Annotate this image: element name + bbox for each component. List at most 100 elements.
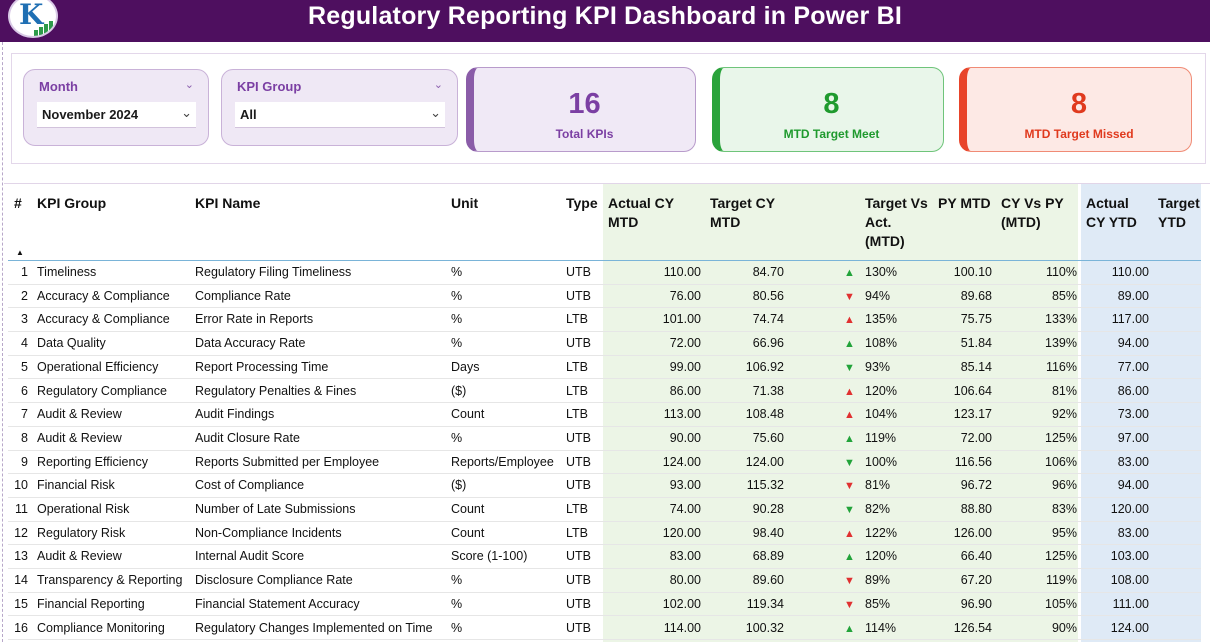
col-header-kpi-name[interactable]: KPI Name [195, 195, 261, 211]
row-divider [8, 520, 1201, 522]
dropdown-arrow-icon[interactable]: ⌄ [430, 105, 441, 120]
target-vs-act-cell: 100% [865, 454, 897, 469]
kpi-group-dropdown[interactable]: All ⌄ [235, 102, 445, 128]
table-row[interactable]: 13 Audit & Review Internal Audit Score Scor… [4, 545, 1204, 570]
month-dropdown[interactable]: November 2024 ⌄ [37, 102, 196, 128]
col-header-kpi-group[interactable]: KPI Group [37, 195, 107, 211]
kpi-group-cell: Timeliness [37, 265, 97, 279]
actual-cy-ytd-cell: 77.00 [1117, 359, 1149, 374]
target-cy-mtd-cell: 68.89 [752, 549, 784, 564]
table-row[interactable]: 16 Compliance Monitoring Regulatory Change… [4, 617, 1204, 641]
kpi-table[interactable]: # ▲ KPI Group KPI Name Unit Type Actual … [4, 183, 1210, 642]
actual-cy-ytd-cell: 110.00 [1111, 265, 1149, 279]
kpi-name-cell: Error Rate in Reports [195, 312, 314, 327]
table-row[interactable]: 3 Accuracy & Compliance Error Rate in Repo… [4, 308, 1204, 333]
kpi-group-cell: Regulatory Risk [37, 525, 126, 540]
cy-vs-py-cell: 106% [1045, 454, 1077, 469]
col-header-py-mtd[interactable]: PY MTD [938, 195, 991, 211]
arrow-down-icon: ▼ [844, 456, 855, 469]
chevron-down-icon[interactable]: ⌄ [184, 79, 194, 91]
target-cy-mtd-cell: 80.56 [752, 288, 784, 303]
row-divider [8, 449, 1201, 451]
arrow-up-icon: ▲ [844, 385, 855, 398]
arrow-up-icon: ▲ [844, 409, 855, 422]
col-header-target-ytd[interactable]: Target YTD [1158, 195, 1200, 230]
month-slicer[interactable]: Month ⌄ November 2024 ⌄ [23, 69, 209, 146]
kpi-group-cell: Audit & Review [37, 407, 122, 422]
table-row[interactable]: 6 Regulatory Compliance Regulatory Penalti… [4, 380, 1204, 404]
kpi-group-cell: Financial Risk [37, 478, 115, 493]
type-cell: UTB [566, 288, 591, 303]
row-divider [8, 402, 1201, 404]
row-number: 13 [14, 549, 28, 564]
table-row[interactable]: 12 Regulatory Risk Non-Compliance Incident… [4, 522, 1204, 546]
kpi-name-cell: Report Processing Time [195, 359, 329, 374]
actual-cy-mtd-cell: 90.00 [669, 430, 701, 445]
table-row[interactable]: 7 Audit & Review Audit Findings Count LTB 113… [4, 403, 1204, 427]
cy-vs-py-cell: 125% [1045, 549, 1077, 564]
kpi-group-cell: Accuracy & Compliance [37, 288, 170, 303]
type-cell: UTB [566, 265, 591, 279]
row-number: 6 [21, 383, 28, 398]
row-number: 8 [21, 430, 28, 445]
py-mtd-cell: 75.75 [960, 312, 992, 327]
col-header-actual-cy-mtd[interactable]: Actual CY MTD [608, 195, 675, 230]
total-kpis-card: 16 Total KPIs [466, 67, 696, 152]
cy-vs-py-cell: 125% [1045, 430, 1077, 445]
row-divider [8, 378, 1201, 380]
col-header-num[interactable]: # [14, 195, 22, 211]
table-row[interactable]: 14 Transparency & Reporting Disclosure Com… [4, 569, 1204, 593]
table-row[interactable]: 2 Accuracy & Compliance Compliance Rate% UT… [4, 285, 1204, 309]
col-header-unit[interactable]: Unit [451, 195, 479, 211]
arrow-down-icon: ▼ [844, 598, 855, 611]
target-vs-act-cell: 130% [865, 265, 897, 279]
table-row[interactable]: 1 Timeliness Regulatory Filing Timeliness%… [4, 261, 1204, 285]
target-vs-act-cell: 108% [865, 336, 897, 351]
table-row[interactable]: 9 Reporting Efficiency Reports Submitted p… [4, 451, 1204, 475]
kpi-name-cell: Regulatory Changes Implemented on Time [195, 620, 433, 635]
table-row[interactable]: 15 Financial Reporting Financial Statement… [4, 593, 1204, 617]
type-cell: UTB [566, 336, 591, 351]
dropdown-arrow-icon[interactable]: ⌄ [181, 105, 192, 120]
col-header-actual-cy-ytd[interactable]: Actual CY YTD [1086, 195, 1137, 230]
actual-cy-mtd-cell: 93.00 [669, 478, 701, 493]
row-number: 15 [14, 596, 28, 611]
py-mtd-cell: 106.64 [953, 383, 992, 398]
arrow-down-icon: ▼ [844, 504, 855, 516]
cy-vs-py-cell: 92% [1051, 407, 1077, 422]
cy-vs-py-cell: 119% [1045, 573, 1077, 588]
unit-cell: % [451, 620, 463, 635]
type-cell: LTB [566, 312, 588, 327]
actual-cy-mtd-cell: 76.00 [669, 288, 701, 303]
chevron-down-icon[interactable]: ⌄ [433, 79, 443, 91]
row-number: 9 [21, 454, 28, 469]
col-header-type[interactable]: Type [566, 195, 598, 211]
row-number: 7 [21, 407, 28, 422]
total-kpis-label: Total KPIs [555, 127, 614, 141]
arrow-up-icon: ▲ [844, 527, 855, 540]
table-row[interactable]: 10 Financial Risk Cost of Compliance ($) UTB… [4, 474, 1204, 498]
cy-vs-py-cell: 85% [1051, 288, 1077, 303]
table-row[interactable]: 8 Audit & Review Audit Closure Rate% UTB 90.… [4, 427, 1204, 451]
kpi-group-cell: Reporting Efficiency [37, 454, 148, 469]
kpi-name-cell: Number of Late Submissions [195, 502, 356, 516]
table-row[interactable]: 4 Data Quality Data Accuracy Rate% UTB 72.00… [4, 332, 1204, 356]
cy-vs-py-cell: 81% [1051, 383, 1077, 398]
unit-cell: ($) [451, 383, 467, 398]
table-row[interactable]: 11 Operational Risk Number of Late Submiss… [4, 498, 1204, 522]
actual-cy-ytd-cell: 124.00 [1110, 620, 1149, 635]
table-row[interactable]: 5 Operational Efficiency Report Processing… [4, 356, 1204, 380]
col-header-target-cy-mtd[interactable]: Target CY MTD [710, 195, 776, 230]
row-number: 2 [21, 288, 28, 303]
col-header-cy-vs-py[interactable]: CY Vs PY (MTD) [1001, 195, 1064, 230]
kpi-name-cell: Disclosure Compliance Rate [195, 573, 353, 588]
col-header-target-vs-act[interactable]: Target Vs Act. (MTD) [865, 195, 928, 249]
actual-cy-ytd-cell: 94.00 [1117, 336, 1149, 351]
arrow-down-icon: ▼ [844, 361, 855, 374]
sort-ascending-icon[interactable]: ▲ [16, 248, 24, 257]
row-divider [8, 496, 1201, 498]
type-cell: UTB [566, 454, 591, 469]
kpi-group-slicer[interactable]: KPI Group ⌄ All ⌄ [221, 69, 458, 146]
py-mtd-cell: 85.14 [960, 359, 992, 374]
target-vs-act-cell: 93% [865, 359, 891, 374]
